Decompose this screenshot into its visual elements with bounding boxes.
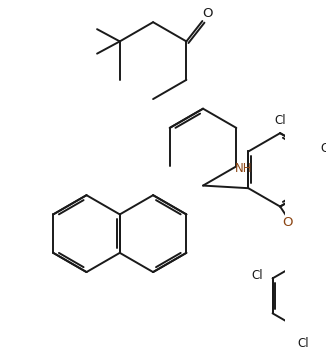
Text: O: O: [202, 7, 213, 20]
Text: Cl: Cl: [320, 142, 326, 154]
Text: NH: NH: [235, 162, 252, 175]
Text: Cl: Cl: [251, 269, 263, 282]
Text: Cl: Cl: [274, 114, 286, 127]
Text: O: O: [282, 216, 292, 229]
Text: Cl: Cl: [297, 337, 309, 350]
